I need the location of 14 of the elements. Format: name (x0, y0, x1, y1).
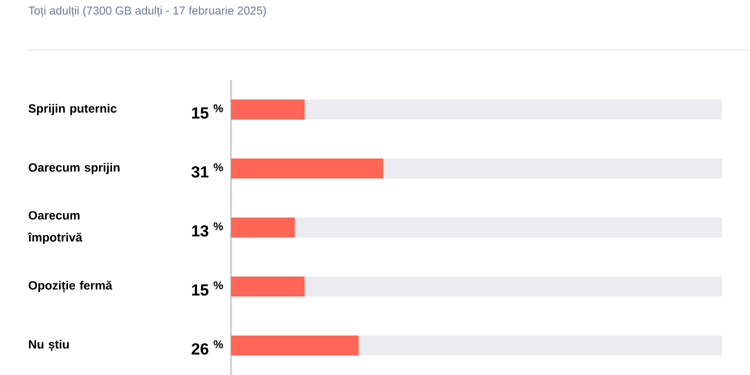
bar (231, 218, 295, 238)
data-label: 26 $^{%}$ (192, 340, 224, 355)
data-label: 15 $^{%}$ (192, 281, 224, 296)
data-label: 31 $^{%}$ (191, 163, 224, 178)
bar (231, 276, 305, 297)
data-label: 15 $^{%}$ (192, 104, 224, 119)
bar (231, 100, 305, 120)
y-tick-label: Nu știu (28, 340, 69, 352)
y-tick-label: Opoziție fermă (28, 280, 112, 292)
y-tick-label: Sprijin puternic (28, 104, 117, 116)
chart-subtitle: Toți adulții (7300 GB adulți - 17 februarie 2025) (28, 6, 266, 17)
y-tick-label: Oarecum împotrivă (28, 211, 82, 244)
data-label: 13 $^{%}$ (192, 222, 224, 237)
y-tick-label: Oarecum sprijin (28, 162, 120, 174)
